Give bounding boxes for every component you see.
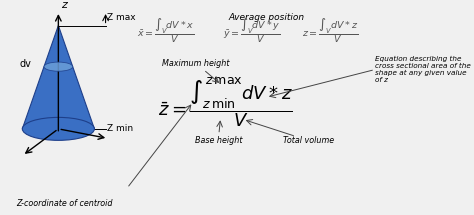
Text: Z min: Z min: [107, 124, 133, 133]
Text: Equation describing the
cross sectional area of the
shape at any given value
of : Equation describing the cross sectional …: [375, 56, 471, 83]
Text: z: z: [61, 0, 67, 10]
Text: Base height: Base height: [195, 136, 243, 145]
Text: Total volume: Total volume: [283, 136, 335, 145]
Text: Average position: Average position: [228, 13, 304, 22]
Text: Maximum height: Maximum height: [162, 59, 229, 68]
Text: Z-coordinate of centroid: Z-coordinate of centroid: [16, 199, 113, 208]
Text: $\bar{z}=\dfrac{\int_{z\,\mathrm{min}}^{z\,\mathrm{max}}dV*z}{V}$: $\bar{z}=\dfrac{\int_{z\,\mathrm{min}}^{…: [158, 75, 293, 129]
Polygon shape: [22, 26, 94, 129]
Text: $\bar{y}=\dfrac{\int_V dV*y}{V}$: $\bar{y}=\dfrac{\int_V dV*y}{V}$: [223, 16, 280, 45]
Ellipse shape: [22, 117, 94, 140]
Text: Z max: Z max: [107, 13, 136, 22]
Text: $\bar{x}=\dfrac{\int_V dV*x}{V}$: $\bar{x}=\dfrac{\int_V dV*x}{V}$: [137, 16, 194, 45]
Text: dv: dv: [20, 59, 32, 69]
Text: $z=\dfrac{\int_V dV*z}{V}$: $z=\dfrac{\int_V dV*z}{V}$: [302, 16, 358, 45]
Ellipse shape: [44, 62, 73, 71]
